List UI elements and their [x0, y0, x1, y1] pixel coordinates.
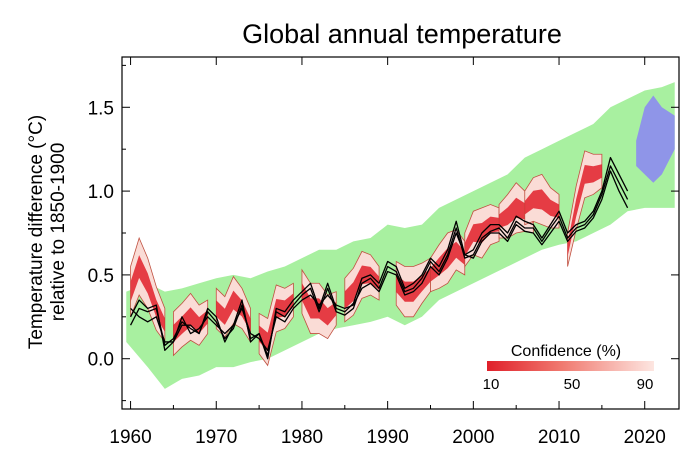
y-tick-label-3: 1.5	[88, 98, 114, 119]
y-tick-label-0: 0.0	[88, 350, 114, 371]
hindcast-core-12	[567, 164, 602, 257]
x-tick-label-1960: 1960	[109, 427, 151, 448]
hindcast-core-11	[524, 189, 560, 218]
envelope-band	[126, 82, 675, 389]
y-axis-ticks: 0.0 0.5 1.0 1.5	[88, 64, 679, 402]
observation-series-1	[129, 156, 629, 360]
legend-title: Confidence (%)	[511, 343, 621, 360]
observation-series-2	[129, 165, 629, 357]
x-tick-label-1970: 1970	[195, 427, 237, 448]
chart-title: Global annual temperature	[242, 19, 562, 49]
hindcast-core-1	[130, 255, 165, 332]
y-axis-label-line2: relative to 1850-1900	[48, 143, 69, 322]
hindcast-core-9	[464, 216, 500, 257]
legend-colorbar	[487, 361, 654, 371]
y-axis-label: Temperature difference (°C) relative to …	[26, 115, 69, 349]
future-region	[636, 95, 675, 183]
y-axis-label-line1: Temperature difference (°C)	[26, 115, 47, 349]
confidence-legend: Confidence (%) 10 50 90	[483, 343, 654, 393]
x-tick-label-2010: 2010	[538, 427, 580, 448]
x-tick-label-2020: 2020	[624, 427, 666, 448]
y-tick-label-1: 0.5	[88, 266, 114, 287]
hindcast-core-4	[259, 293, 294, 352]
observation-lines	[129, 156, 629, 360]
x-axis-ticks: 1960 1970 1980 1990 2000 2010 2020	[109, 57, 666, 448]
y-tick-label-2: 1.0	[88, 182, 114, 203]
legend-tick-10: 10	[483, 376, 500, 393]
legend-tick-90: 90	[637, 376, 654, 393]
x-tick-label-1990: 1990	[367, 427, 409, 448]
legend-tick-50: 50	[564, 376, 581, 393]
hindcast-core-7	[396, 268, 431, 302]
observation-series-3	[130, 170, 629, 351]
x-tick-label-2000: 2000	[452, 427, 494, 448]
x-tick-label-1980: 1980	[281, 427, 323, 448]
hindcast-core-6	[344, 265, 380, 309]
hindcast-group	[130, 150, 603, 367]
